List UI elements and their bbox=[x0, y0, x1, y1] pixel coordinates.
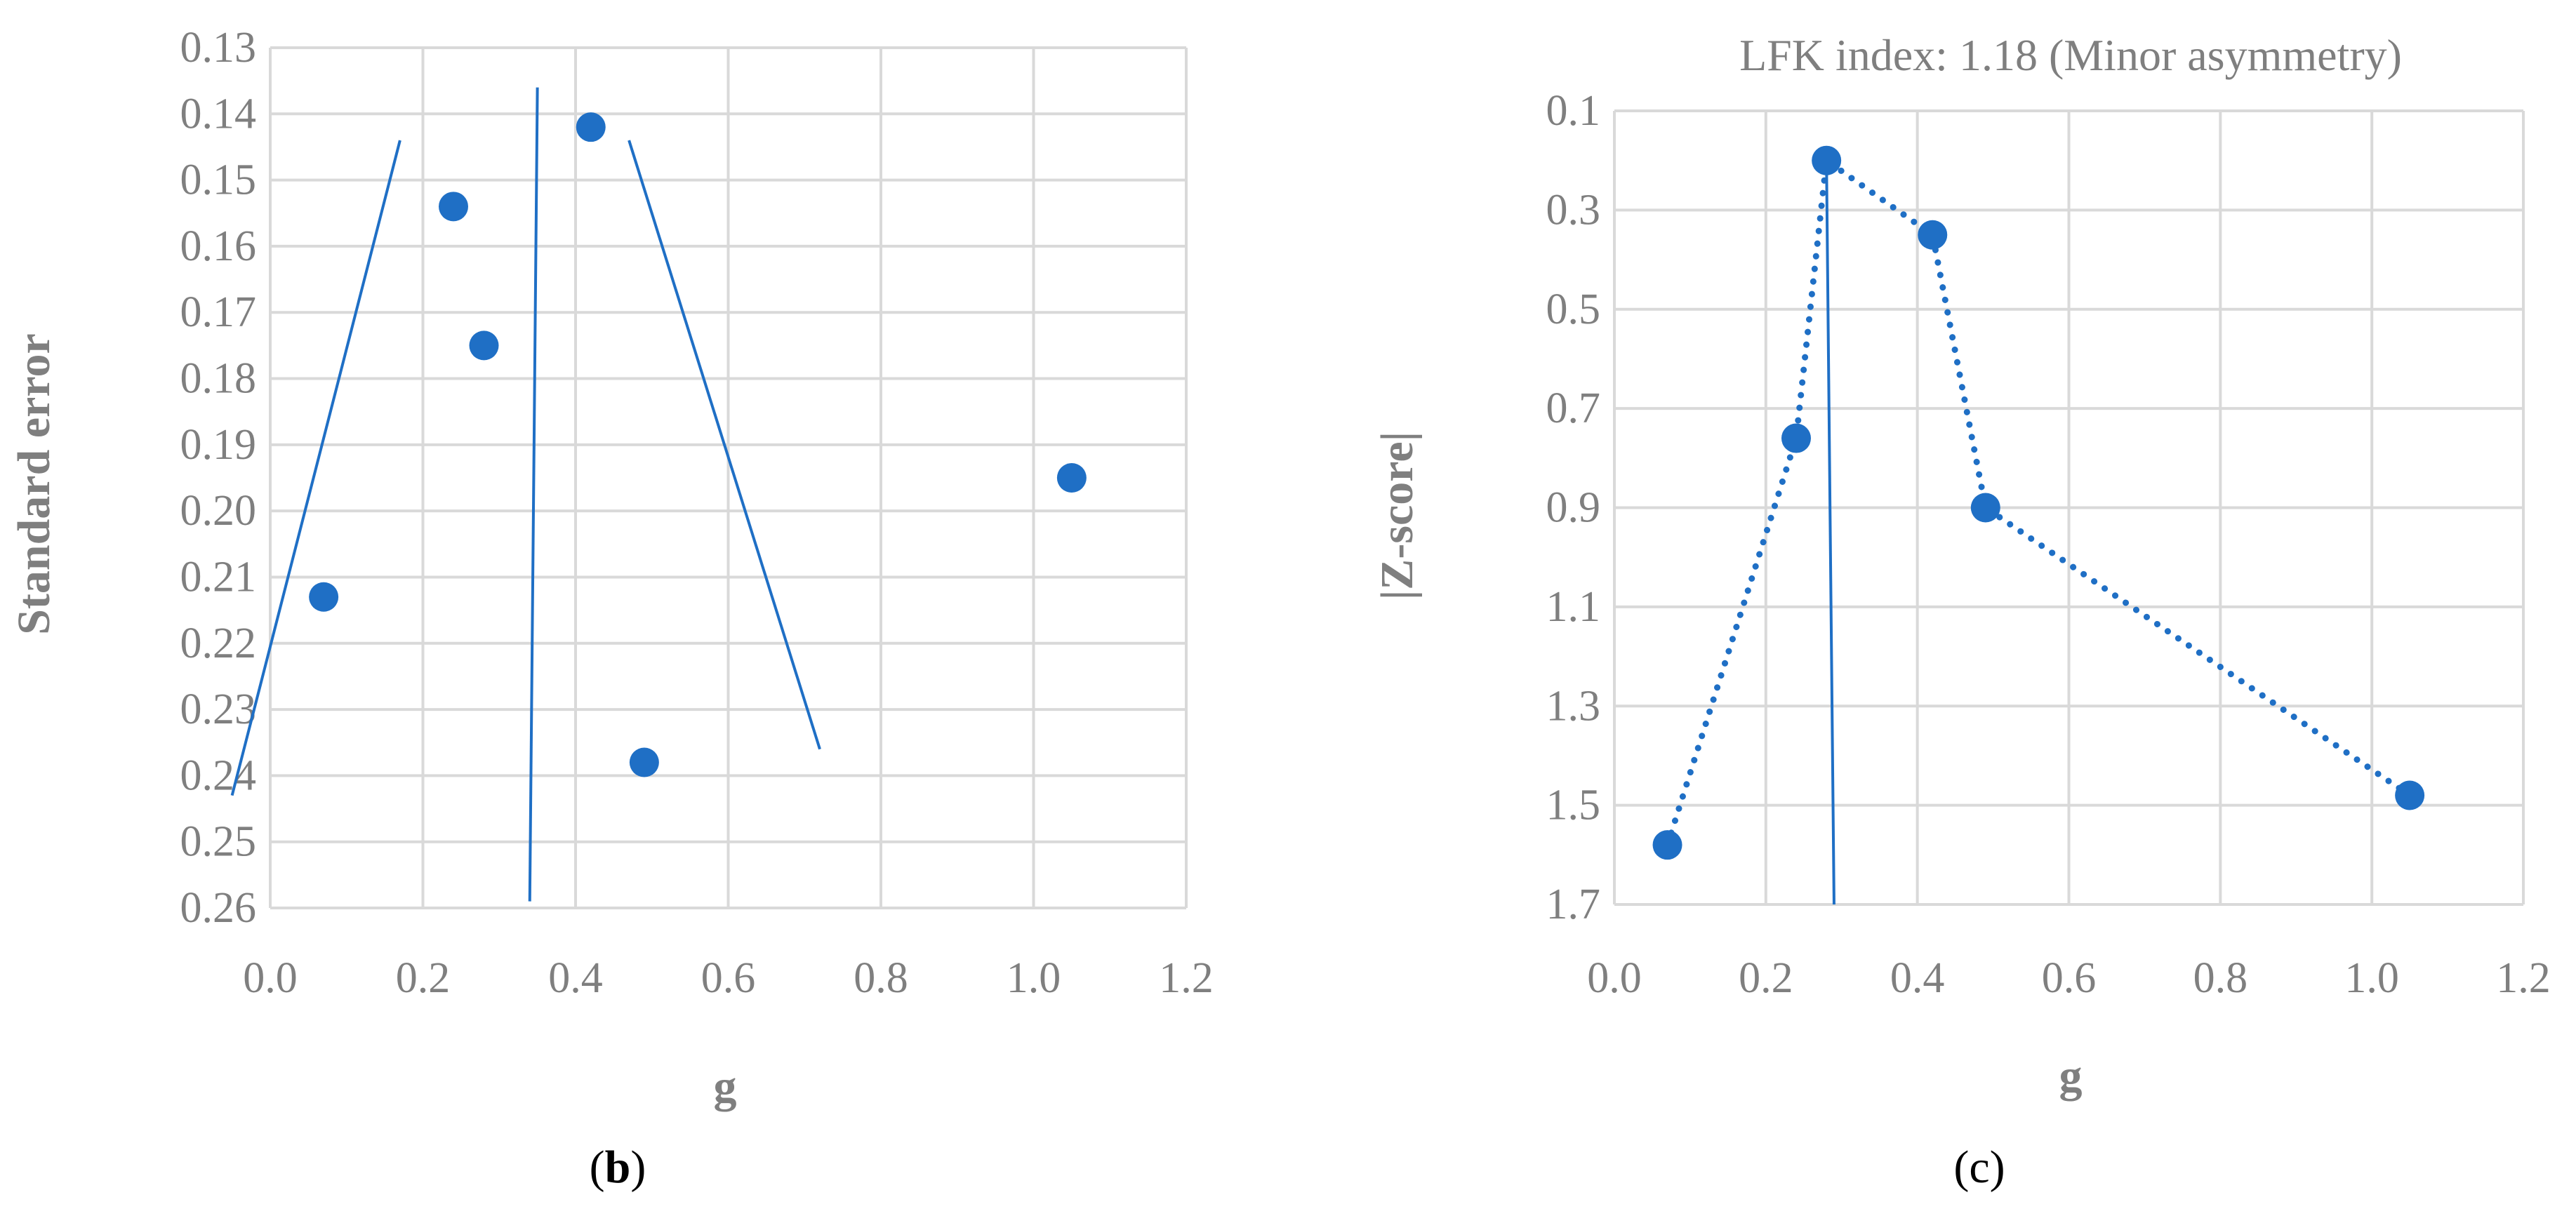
y-tick-label: 0.14 bbox=[180, 90, 257, 138]
reference-line bbox=[1825, 160, 1835, 905]
y-tick-label: 0.5 bbox=[1546, 286, 1601, 333]
y-tick-label: 1.3 bbox=[1546, 682, 1601, 730]
c-x-axis-label: g bbox=[2059, 1050, 2083, 1102]
data-point bbox=[439, 192, 468, 222]
reference-line bbox=[230, 140, 401, 796]
reference-line bbox=[528, 87, 539, 902]
y-tick-label: 0.19 bbox=[180, 421, 257, 469]
data-point bbox=[1918, 220, 1948, 250]
x-tick-label: 0.8 bbox=[2193, 954, 2248, 1002]
x-tick-label: 0.2 bbox=[1739, 954, 1793, 1002]
data-point bbox=[469, 330, 499, 361]
y-tick-label: 0.22 bbox=[180, 620, 257, 667]
b-x-axis-label: g bbox=[714, 1061, 737, 1112]
data-point bbox=[576, 112, 606, 142]
data-point bbox=[1812, 145, 1842, 175]
y-tick-label: 0.18 bbox=[180, 355, 257, 403]
x-tick-label: 1.0 bbox=[1007, 954, 1061, 1002]
data-point bbox=[2395, 780, 2425, 810]
x-tick-label: 0.4 bbox=[548, 954, 603, 1002]
data-point bbox=[309, 582, 339, 612]
panel-label-c: (c) bbox=[1953, 1142, 2005, 1193]
y-tick-label: 1.7 bbox=[1546, 881, 1601, 928]
x-tick-label: 0.6 bbox=[2042, 954, 2097, 1002]
y-tick-label: 0.16 bbox=[180, 222, 257, 270]
x-tick-label: 0.0 bbox=[243, 954, 298, 1002]
y-tick-label: 0.20 bbox=[180, 487, 257, 535]
data-point bbox=[629, 747, 659, 777]
y-tick-label: 0.13 bbox=[180, 24, 257, 72]
data-point bbox=[1970, 493, 2000, 523]
doi-plot-panel-c: 0.1 0.3 0.5 0.7 0.9 1.1 1.3 1.5 1.7 0.0 0.2 0.4 0.6 0… bbox=[1546, 87, 2551, 1002]
data-point bbox=[1056, 463, 1087, 493]
x-tick-label: 1.0 bbox=[2344, 954, 2399, 1002]
x-tick-label: 0.4 bbox=[1890, 954, 1945, 1002]
data-point bbox=[1781, 423, 1811, 453]
x-tick-label: 1.2 bbox=[1159, 954, 1214, 1002]
y-tick-label: 0.26 bbox=[180, 884, 257, 932]
x-tick-label: 1.2 bbox=[2496, 954, 2551, 1002]
reference-line bbox=[628, 140, 821, 750]
data-point bbox=[1652, 830, 1682, 860]
x-tick-label: 0.2 bbox=[396, 954, 451, 1002]
x-tick-label: 0.6 bbox=[701, 954, 756, 1002]
c-y-axis-label: |Z-score| bbox=[1372, 432, 1423, 600]
y-tick-label: 0.3 bbox=[1546, 186, 1601, 234]
funnel-plot-panel-b: 0.13 0.14 0.15 0.16 0.17 0.18 0.19 0.20 0.21 0.22… bbox=[180, 24, 1214, 1002]
y-tick-label: 0.21 bbox=[180, 553, 257, 601]
x-tick-label: 0.0 bbox=[1587, 954, 1642, 1002]
dotted-series-line bbox=[1664, 154, 2413, 848]
y-tick-label: 0.25 bbox=[180, 818, 257, 866]
y-tick-label: 0.7 bbox=[1546, 385, 1601, 432]
c-chart-title: LFK index: 1.18 (Minor asymmetry) bbox=[1739, 30, 2402, 80]
y-tick-label: 0.1 bbox=[1546, 87, 1601, 135]
b-y-axis-label: Standard error bbox=[8, 333, 60, 635]
y-tick-label: 0.24 bbox=[180, 751, 257, 799]
x-tick-label: 0.8 bbox=[854, 954, 908, 1002]
panel-label-b: (b) bbox=[590, 1142, 646, 1193]
y-tick-label: 0.23 bbox=[180, 686, 257, 733]
y-tick-label: 0.17 bbox=[180, 288, 257, 336]
y-tick-label: 0.9 bbox=[1546, 484, 1601, 532]
y-tick-label: 1.1 bbox=[1546, 583, 1601, 631]
y-tick-label: 1.5 bbox=[1546, 782, 1601, 829]
y-tick-label: 0.15 bbox=[180, 156, 257, 204]
